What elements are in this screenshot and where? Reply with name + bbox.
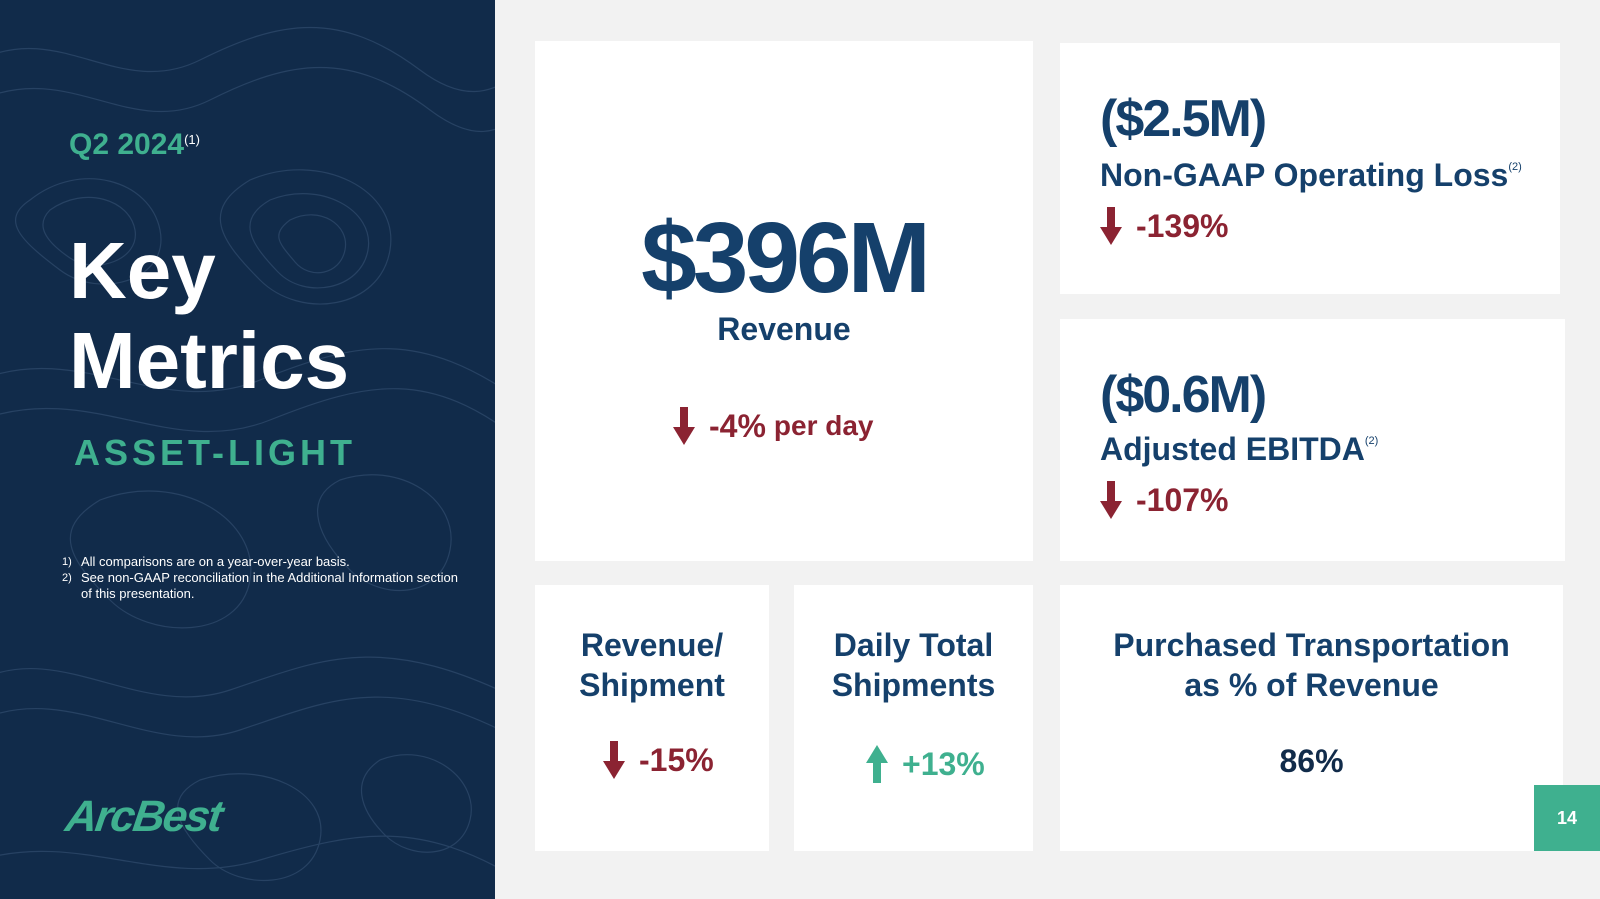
revenue-change-value: -4% [709, 407, 766, 444]
down-arrow-icon [1100, 207, 1122, 245]
revenue-per-shipment-title: Revenue/ Shipment [535, 625, 769, 705]
daily-shipments-card: Daily Total Shipments +13% [794, 585, 1033, 851]
purchased-transportation-value: 86% [1279, 743, 1344, 779]
operating-loss-footnote-marker: (2) [1508, 161, 1522, 173]
sidebar-panel: Q2 2024(1) Key Metrics ASSET-LIGHT 1) Al… [0, 0, 495, 899]
down-arrow-icon [1100, 481, 1122, 519]
footnote-number: 1) [62, 556, 72, 568]
title-line-2: Metrics [69, 316, 350, 405]
ebitda-value: ($0.6M) [1100, 366, 1267, 424]
arcbest-logo: ArcBest [62, 792, 225, 841]
operating-loss-value: ($2.5M) [1100, 90, 1267, 148]
ebitda-card: ($0.6M) Adjusted EBITDA(2) -107% [1060, 319, 1565, 561]
down-arrow-icon [673, 407, 695, 445]
page-title: Key Metrics [69, 226, 349, 406]
period-footnote-marker: (1) [184, 132, 200, 147]
operating-loss-label: Non-GAAP Operating Loss(2) [1100, 157, 1522, 193]
up-arrow-icon [866, 745, 888, 783]
revenue-change: -4% per day [673, 407, 874, 445]
revenue-per-shipment-change-value: -15% [639, 741, 714, 778]
operating-loss-card: ($2.5M) Non-GAAP Operating Loss(2) -139% [1060, 43, 1560, 294]
footnote-2: 2) See non-GAAP reconciliation in the Ad… [62, 570, 462, 602]
revenue-card: $396M Revenue -4% per day [535, 41, 1033, 561]
ebitda-change: -107% [1100, 481, 1229, 519]
down-arrow-icon [603, 741, 625, 779]
period-label: Q2 2024(1) [69, 128, 200, 161]
footnote-text: All comparisons are on a year-over-year … [81, 554, 350, 569]
title-line-1: Revenue/ [580, 627, 724, 663]
daily-shipments-change-value: +13% [902, 745, 985, 782]
revenue-per-shipment-change: -15% [603, 741, 714, 779]
revenue-change-suffix: per day [773, 410, 874, 441]
segment-subtitle: ASSET-LIGHT [74, 432, 357, 473]
revenue-label: Revenue [717, 311, 851, 347]
ebitda-footnote-marker: (2) [1364, 435, 1379, 447]
operating-loss-change-value: -139% [1136, 207, 1229, 244]
footnote-1: 1) All comparisons are on a year-over-ye… [62, 554, 462, 570]
ebitda-change-value: -107% [1136, 481, 1229, 518]
revenue-per-shipment-card: Revenue/ Shipment -15% [535, 585, 769, 851]
purchased-transportation-card: Purchased Transportation as % of Revenue… [1060, 585, 1563, 851]
title-line-1: Purchased Transportation [1113, 627, 1510, 663]
title-line-1: Daily Total [833, 627, 994, 663]
revenue-value: $396M [641, 202, 931, 314]
title-line-2: Shipments [831, 667, 996, 703]
topographic-pattern [0, 26, 495, 882]
footnotes: 1) All comparisons are on a year-over-ye… [62, 554, 462, 602]
page-number: 14 [1534, 785, 1600, 851]
daily-shipments-title: Daily Total Shipments [794, 625, 1033, 705]
ebitda-label: Adjusted EBITDA(2) [1100, 431, 1379, 467]
footnote-number: 2) [62, 572, 72, 584]
title-line-2: Shipment [579, 667, 725, 703]
title-line-1: Key [69, 226, 216, 315]
footnote-text: See non-GAAP reconciliation in the Addit… [81, 570, 458, 601]
daily-shipments-change: +13% [866, 745, 985, 783]
purchased-transportation-title: Purchased Transportation as % of Revenue [1060, 625, 1563, 705]
title-line-2: as % of Revenue [1184, 667, 1439, 703]
operating-loss-change: -139% [1100, 207, 1229, 245]
